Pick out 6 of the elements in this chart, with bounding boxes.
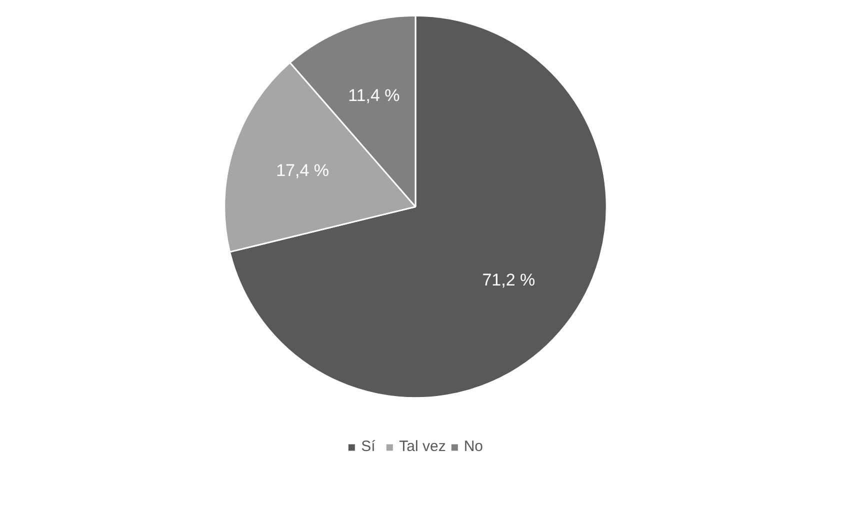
legend-label: Sí (361, 438, 376, 455)
data-label: 11,4 % (348, 86, 400, 105)
data-label: 71,2 % (482, 270, 536, 290)
data-label: 17,4 % (276, 161, 330, 180)
legend-label: Tal vez (399, 438, 446, 455)
legend-label: No (464, 438, 484, 455)
